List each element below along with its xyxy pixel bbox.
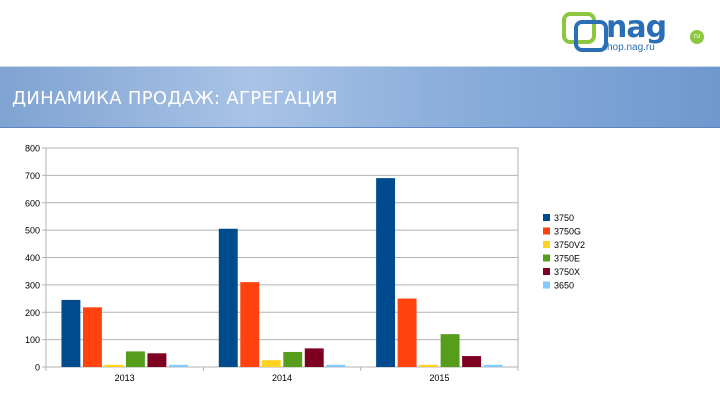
nag-logo (562, 12, 608, 52)
x-tick-label: 2014 (272, 373, 292, 383)
y-tick-label: 0 (35, 363, 40, 373)
bar-3650-2015 (483, 364, 503, 367)
y-tick-label: 500 (25, 226, 40, 236)
bar-3750G-2015 (397, 298, 417, 367)
legend-swatch-3650 (543, 281, 550, 289)
y-tick-label: 800 (25, 144, 40, 154)
bar-3750V2-2013 (104, 364, 124, 367)
bar-3750V2-2014 (261, 360, 281, 367)
bar-3750E-2014 (283, 351, 303, 367)
bar-3750E-2013 (125, 351, 145, 367)
legend-label-3750X: 3750X (554, 267, 580, 277)
bar-3750V2-2015 (419, 364, 439, 367)
legend-swatch-3750X (543, 268, 550, 275)
bar-3750X-2014 (304, 348, 324, 367)
legend-label-3750: 3750 (554, 213, 574, 223)
legend-swatch-3750G (543, 227, 550, 235)
chart-container: 0 100 200 300 400 500 600 700 800 2013 2014 2015 375… (8, 135, 595, 385)
legend-label-3750V2: 3750V2 (554, 240, 585, 250)
bar-3750-2013 (61, 299, 81, 367)
bar-3650-2013 (168, 364, 188, 367)
legend-label-3750G: 3750G (554, 227, 581, 237)
y-tick-label: 200 (25, 308, 40, 318)
x-tick-label: 2015 (429, 373, 449, 383)
y-tick-label: 600 (25, 198, 40, 208)
bar-3750G-2014 (240, 282, 260, 367)
y-tick-label: 100 (25, 335, 40, 345)
y-tick-label: 400 (25, 253, 40, 263)
page-title: ДИНАМИКА ПРОДАЖ: АГРЕГАЦИЯ (12, 88, 338, 109)
legend-swatch-3750E (543, 254, 550, 262)
bar-3750E-2015 (440, 334, 460, 367)
bar-3750-2015 (376, 178, 396, 367)
bar-chart: 0 100 200 300 400 500 600 700 800 2013 2014 2015 375… (25, 144, 585, 384)
legend-swatch-3750V2 (543, 241, 550, 248)
bar-3750X-2013 (147, 353, 167, 367)
legend-swatch-3750 (543, 214, 550, 221)
legend-label-3650: 3650 (554, 281, 574, 291)
y-tick-label: 300 (25, 280, 40, 290)
bar-3650-2014 (326, 364, 346, 367)
logo-badge: ru (690, 30, 704, 44)
y-tick-label: 700 (25, 171, 40, 181)
logo-name: nag (606, 10, 667, 45)
logo-subtitle: shop.nag.ru (602, 42, 655, 53)
bar-3750X-2015 (462, 356, 482, 367)
title-banner (0, 66, 720, 128)
bar-3750-2014 (218, 228, 238, 367)
x-tick-label: 2013 (115, 373, 135, 383)
legend-label-3750E: 3750E (554, 254, 580, 264)
bar-3750G-2013 (82, 307, 102, 367)
